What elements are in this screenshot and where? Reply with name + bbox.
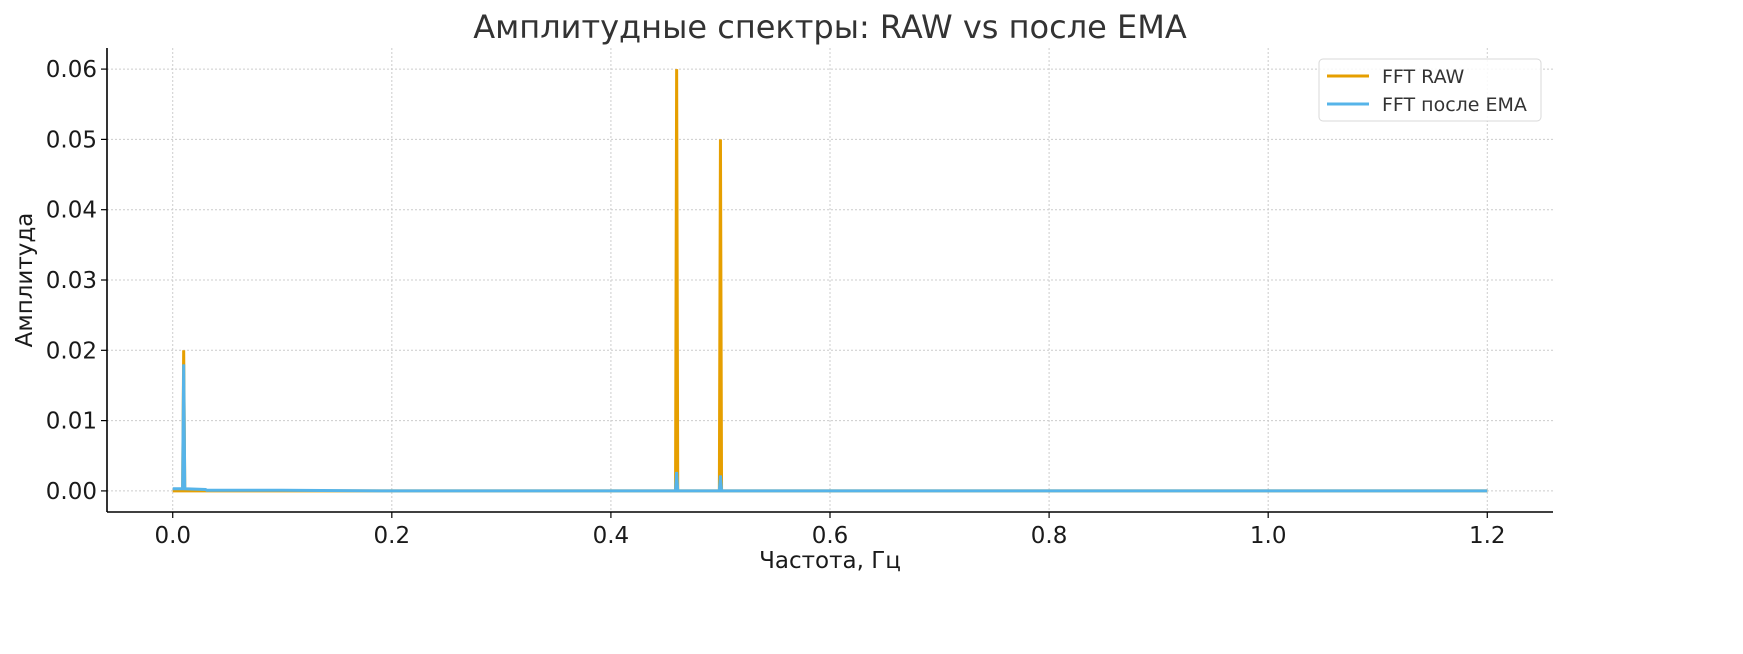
chart-title: Амплитудные спектры: RAW vs после EMA [473, 8, 1187, 46]
y-axis-label: Амплитуда [12, 213, 38, 348]
x-tick-label: 1.0 [1250, 523, 1287, 549]
x-tick-label: 0.2 [374, 523, 411, 549]
x-tick-label: 0.4 [593, 523, 630, 549]
legend-label: FFT после EMA [1382, 94, 1527, 116]
y-tick-label: 0.03 [46, 268, 97, 294]
legend-label: FFT RAW [1382, 66, 1465, 88]
y-tick-label: 0.01 [46, 409, 97, 435]
x-axis-label: Частота, Гц [759, 548, 901, 574]
plot-series [172, 69, 1488, 493]
x-tick-label: 0.6 [812, 523, 849, 549]
series-line-fft-ema [172, 364, 1488, 493]
x-tick-label: 0.8 [1031, 523, 1068, 549]
y-tick-label: 0.00 [46, 479, 97, 505]
legend-frame [1318, 58, 1542, 122]
x-tick-label: 0.0 [154, 523, 191, 549]
y-tick-label: 0.06 [46, 57, 97, 83]
y-tick-label: 0.02 [46, 338, 97, 364]
legend: FFT RAW FFT после EMA [1318, 58, 1542, 122]
tick-labels: 0.0 0.2 0.4 0.6 0.8 1.0 1.2 0.00 0.01 0.02 0.03 0.0… [46, 57, 1506, 549]
y-tick-label: 0.05 [46, 127, 97, 153]
x-tick-label: 1.2 [1469, 523, 1506, 549]
y-tick-label: 0.04 [46, 198, 97, 224]
